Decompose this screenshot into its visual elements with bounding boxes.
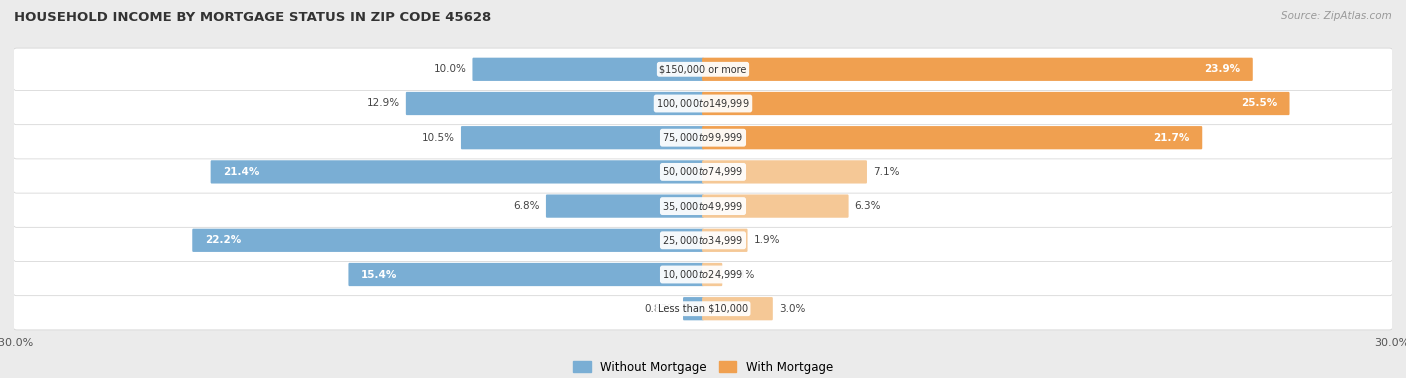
Text: 23.9%: 23.9% <box>1205 64 1240 74</box>
Text: 7.1%: 7.1% <box>873 167 900 177</box>
Text: $35,000 to $49,999: $35,000 to $49,999 <box>662 200 744 212</box>
Text: Source: ZipAtlas.com: Source: ZipAtlas.com <box>1281 11 1392 21</box>
FancyBboxPatch shape <box>683 297 704 320</box>
FancyBboxPatch shape <box>461 126 704 149</box>
Text: 10.5%: 10.5% <box>422 133 456 143</box>
FancyBboxPatch shape <box>349 263 704 286</box>
FancyBboxPatch shape <box>546 194 704 218</box>
Text: 3.0%: 3.0% <box>779 304 806 314</box>
FancyBboxPatch shape <box>13 82 1393 125</box>
Text: 21.4%: 21.4% <box>224 167 260 177</box>
FancyBboxPatch shape <box>702 194 849 218</box>
FancyBboxPatch shape <box>13 219 1393 262</box>
Text: 21.7%: 21.7% <box>1153 133 1189 143</box>
Text: 12.9%: 12.9% <box>367 99 399 108</box>
Text: $150,000 or more: $150,000 or more <box>659 64 747 74</box>
Text: $10,000 to $24,999: $10,000 to $24,999 <box>662 268 744 281</box>
FancyBboxPatch shape <box>13 288 1393 330</box>
FancyBboxPatch shape <box>702 160 868 184</box>
Text: 10.0%: 10.0% <box>433 64 467 74</box>
Text: 15.4%: 15.4% <box>361 270 398 279</box>
FancyBboxPatch shape <box>702 297 773 320</box>
Text: Less than $10,000: Less than $10,000 <box>658 304 748 314</box>
Text: 1.9%: 1.9% <box>754 235 780 245</box>
FancyBboxPatch shape <box>193 229 704 252</box>
Text: $50,000 to $74,999: $50,000 to $74,999 <box>662 166 744 178</box>
FancyBboxPatch shape <box>472 58 704 81</box>
Text: 0.83%: 0.83% <box>644 304 678 314</box>
FancyBboxPatch shape <box>13 116 1393 159</box>
FancyBboxPatch shape <box>702 229 748 252</box>
FancyBboxPatch shape <box>406 92 704 115</box>
FancyBboxPatch shape <box>702 92 1289 115</box>
Text: 6.8%: 6.8% <box>513 201 540 211</box>
FancyBboxPatch shape <box>211 160 704 184</box>
FancyBboxPatch shape <box>13 185 1393 227</box>
Text: 6.3%: 6.3% <box>855 201 882 211</box>
Text: $100,000 to $149,999: $100,000 to $149,999 <box>657 97 749 110</box>
Text: $25,000 to $34,999: $25,000 to $34,999 <box>662 234 744 247</box>
Text: HOUSEHOLD INCOME BY MORTGAGE STATUS IN ZIP CODE 45628: HOUSEHOLD INCOME BY MORTGAGE STATUS IN Z… <box>14 11 491 24</box>
Text: 22.2%: 22.2% <box>205 235 240 245</box>
FancyBboxPatch shape <box>702 58 1253 81</box>
Text: 25.5%: 25.5% <box>1241 99 1277 108</box>
Text: 0.8%: 0.8% <box>728 270 755 279</box>
FancyBboxPatch shape <box>13 151 1393 193</box>
FancyBboxPatch shape <box>702 126 1202 149</box>
FancyBboxPatch shape <box>702 263 723 286</box>
FancyBboxPatch shape <box>13 253 1393 296</box>
Text: $75,000 to $99,999: $75,000 to $99,999 <box>662 131 744 144</box>
FancyBboxPatch shape <box>13 48 1393 90</box>
Legend: Without Mortgage, With Mortgage: Without Mortgage, With Mortgage <box>568 356 838 378</box>
